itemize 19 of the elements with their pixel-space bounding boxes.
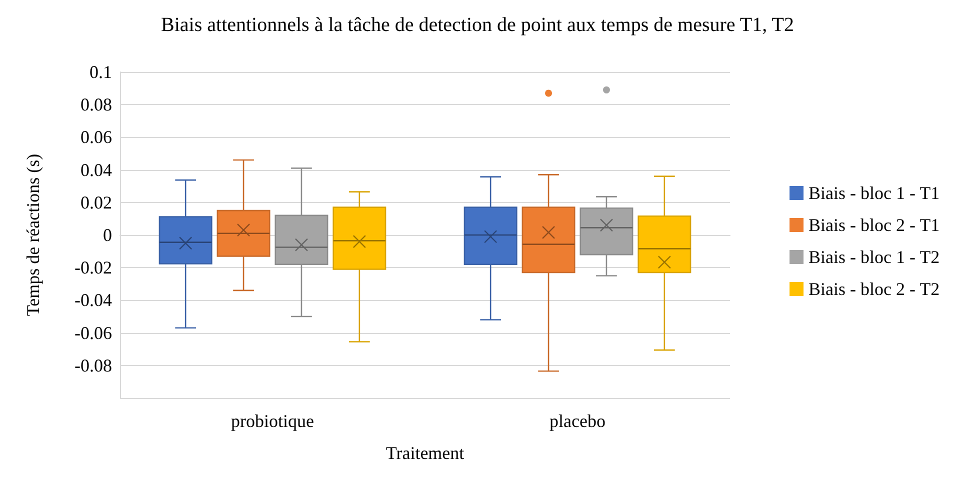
y-tick-label: -0.06 [74, 322, 112, 343]
y-tick-label: -0.02 [74, 258, 112, 278]
y-tick-label: -0.08 [74, 355, 112, 376]
y-tick-label: 0.02 [80, 192, 112, 212]
y-tick-label: 0.04 [80, 160, 112, 180]
x-tick-label: placebo [550, 411, 606, 431]
y-tick-label: 0.08 [80, 94, 112, 115]
y-tick-label: 0.06 [80, 127, 112, 148]
y-tick-label: -0.04 [74, 290, 112, 310]
legend-label: Biais - bloc 2 - T1 [808, 215, 940, 235]
legend-label: Biais - bloc 1 - T1 [808, 183, 940, 203]
y-tick-label: 0.1 [90, 62, 112, 82]
x-tick-label: probiotique [231, 411, 314, 431]
chart-title: Biais attentionnels à la tâche de detection de point aux temps de mesure T1, T2 [161, 14, 794, 36]
legend-label: Biais - bloc 2 - T2 [808, 279, 940, 299]
y-tick-label: 0 [103, 225, 112, 245]
y-axis-title: Temps de réactions (s) [23, 154, 43, 316]
legend-label: Biais - bloc 1 - T2 [808, 247, 940, 267]
x-axis-title: Traitement [386, 443, 464, 463]
